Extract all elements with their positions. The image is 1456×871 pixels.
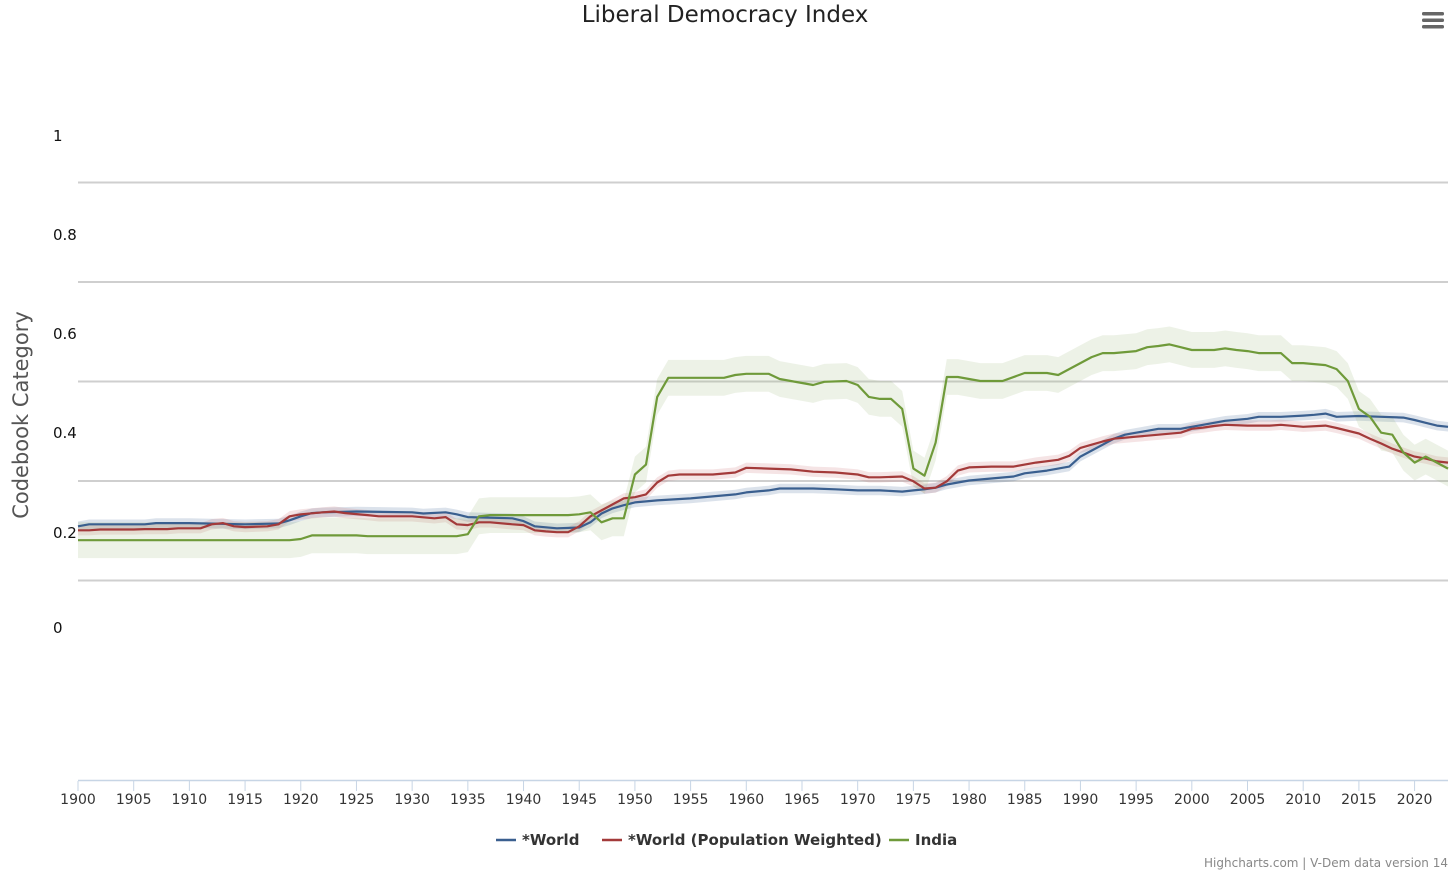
x-tick-label: 1995 bbox=[1118, 792, 1154, 808]
legend-item[interactable]: *World (Population Weighted) bbox=[602, 831, 882, 849]
chart-title: Liberal Democracy Index bbox=[582, 2, 869, 28]
x-tick-label: 1960 bbox=[728, 792, 764, 808]
x-tick-label: 1915 bbox=[227, 792, 263, 808]
x-tick-label: 2000 bbox=[1174, 792, 1210, 808]
x-tick-label: 1935 bbox=[450, 792, 486, 808]
x-tick-label: 1925 bbox=[339, 792, 375, 808]
x-tick-label: 1955 bbox=[673, 792, 709, 808]
x-tick-label: 1975 bbox=[896, 792, 932, 808]
y-tick-label: 1 bbox=[53, 127, 63, 145]
y-axis-ticks: 0 0.2 0.4 0.6 0.8 1 bbox=[53, 127, 77, 637]
credits: Highcharts.com | V-Dem data version 14 bbox=[1204, 856, 1448, 870]
x-tick-label: 1980 bbox=[951, 792, 987, 808]
y-tick-label: 0.2 bbox=[53, 524, 77, 542]
y-tick-label: 0.4 bbox=[53, 424, 77, 442]
series-line[interactable] bbox=[78, 423, 1449, 534]
x-tick-label: 2010 bbox=[1285, 792, 1321, 808]
x-tick-label: 1970 bbox=[840, 792, 876, 808]
x-tick-label: 1900 bbox=[60, 792, 96, 808]
y-axis-label: Codebook Category bbox=[9, 311, 33, 519]
x-tick-label: 1945 bbox=[561, 792, 597, 808]
x-tick-label: 1940 bbox=[506, 792, 542, 808]
x-tick-label: 1950 bbox=[617, 792, 653, 808]
x-tick-label: 2015 bbox=[1341, 792, 1377, 808]
confidence-band bbox=[78, 419, 1448, 538]
y-tick-label: 0.8 bbox=[53, 226, 77, 244]
x-tick-label: 1930 bbox=[394, 792, 430, 808]
confidence-band bbox=[78, 326, 1448, 559]
y-tick-label: 0.6 bbox=[53, 325, 77, 343]
legend-item[interactable]: *World bbox=[496, 831, 579, 849]
series-line[interactable] bbox=[78, 343, 1449, 542]
x-tick-label: 2020 bbox=[1397, 792, 1433, 808]
x-tick-label: 1985 bbox=[1007, 792, 1043, 808]
hamburger-menu-icon[interactable] bbox=[1420, 10, 1446, 32]
y-tick-label: 0 bbox=[53, 619, 63, 637]
x-tick-label: 1910 bbox=[172, 792, 208, 808]
x-tick-label: 1965 bbox=[784, 792, 820, 808]
x-tick-label: 1990 bbox=[1063, 792, 1099, 808]
grid-lines bbox=[78, 181, 1448, 582]
x-tick-label: 2005 bbox=[1230, 792, 1266, 808]
confidence-bands bbox=[78, 326, 1448, 559]
legend-label: *World bbox=[522, 831, 579, 849]
x-tick-label: 1920 bbox=[283, 792, 319, 808]
x-tick-label: 1905 bbox=[116, 792, 152, 808]
series-line[interactable] bbox=[77, 412, 1449, 530]
legend-label: *World (Population Weighted) bbox=[628, 831, 882, 849]
x-axis: 1900 1905 1910 1915 1920 1925 1930 1935 1940 1945… bbox=[60, 779, 1448, 808]
legend-item[interactable]: India bbox=[889, 831, 957, 849]
legend-label: India bbox=[915, 831, 957, 849]
legend: *World *World (Population Weighted) India bbox=[496, 831, 957, 849]
series-lines bbox=[77, 343, 1449, 542]
